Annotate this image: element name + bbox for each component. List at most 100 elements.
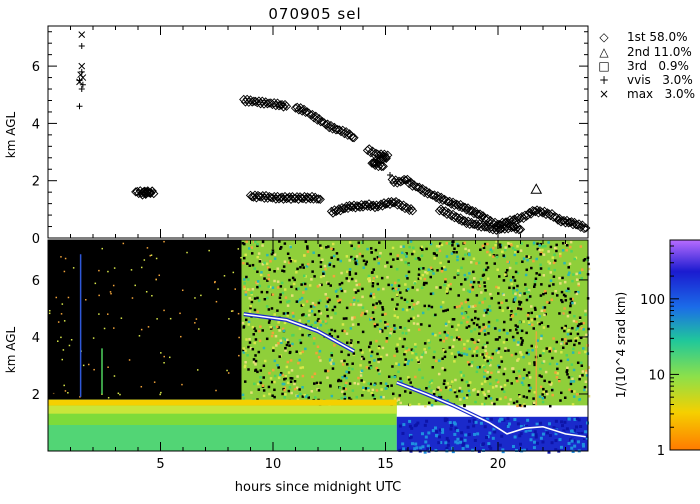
heatmap-noise	[259, 369, 263, 372]
heatmap-noise	[528, 295, 532, 298]
heatmap-noise	[345, 376, 348, 380]
heatmap-noise	[476, 346, 479, 349]
heatmap-noise	[330, 354, 334, 357]
heatmap-noise	[352, 352, 356, 355]
heatmap-noise	[515, 288, 519, 292]
heatmap-noise	[459, 398, 462, 401]
heatmap-noise	[454, 378, 457, 382]
heatmap-noise	[430, 269, 433, 273]
heatmap-noise	[438, 334, 442, 338]
heatmap-noise	[565, 369, 569, 372]
heatmap-noise	[168, 356, 171, 359]
heatmap-noise	[413, 282, 417, 285]
heatmap-noise	[522, 377, 525, 380]
heatmap-cloud-texture	[414, 442, 418, 446]
heatmap-noise	[500, 360, 504, 363]
heatmap-noise	[497, 347, 501, 350]
heatmap-cloud-texture	[486, 435, 490, 439]
heatmap-noise	[194, 297, 196, 299]
scatter-point-diamond	[399, 174, 409, 185]
heatmap-noise	[573, 390, 576, 393]
heatmap-noise	[440, 243, 444, 247]
heatmap-noise	[384, 321, 387, 324]
heatmap-noise	[395, 362, 398, 365]
heatmap-noise	[269, 260, 272, 263]
heatmap-noise	[343, 396, 347, 399]
heatmap-noise	[345, 370, 348, 374]
heatmap-noise	[501, 309, 505, 312]
heatmap-noise	[382, 287, 385, 291]
heatmap-noise	[477, 281, 480, 284]
heatmap-noise	[365, 366, 369, 369]
heatmap-noise	[561, 276, 564, 280]
x-axis-label: hours since midnight UTC	[235, 480, 401, 495]
heatmap-noise	[279, 339, 283, 342]
scatter-point-diamond	[313, 194, 324, 204]
heatmap-cloud-texture	[473, 438, 477, 442]
heatmap-noise	[525, 374, 529, 377]
heatmap-noise	[242, 351, 246, 354]
heatmap-noise	[317, 310, 321, 313]
heatmap-noise	[242, 397, 246, 400]
scatter-point-diamond	[141, 189, 151, 199]
heatmap-noise	[348, 270, 351, 274]
heatmap-noise	[230, 310, 233, 312]
heatmap-noise	[358, 252, 362, 256]
heatmap-noise	[473, 350, 476, 353]
heatmap-cloud-texture	[424, 440, 428, 444]
scatter-point-diamond	[312, 194, 322, 204]
heatmap-noise	[395, 307, 398, 311]
heatmap-noise	[283, 388, 286, 392]
heatmap-noise	[355, 255, 359, 258]
heatmap-noise	[431, 332, 435, 336]
heatmap-noise	[272, 346, 275, 350]
heatmap-noise	[546, 325, 550, 328]
top-marks	[76, 31, 591, 235]
heatmap-noise	[497, 364, 500, 368]
heatmap-noise	[338, 298, 342, 302]
heatmap-noise	[273, 270, 276, 273]
heatmap-noise	[504, 347, 507, 350]
heatmap-noise	[257, 382, 260, 386]
heatmap-noise	[437, 386, 440, 389]
heatmap-cloud-texture	[413, 424, 417, 428]
heatmap-cloud-texture	[498, 443, 502, 447]
heatmap-noise	[198, 328, 200, 330]
heatmap-cloud-texture	[531, 433, 535, 437]
heatmap-noise	[463, 347, 466, 350]
heatmap-noise	[542, 253, 546, 256]
heatmap-cloud-texture	[411, 442, 415, 446]
heatmap-noise	[398, 337, 402, 340]
heatmap-noise	[477, 317, 480, 321]
heatmap-noise	[297, 361, 300, 365]
heatmap-noise	[393, 327, 397, 330]
heatmap-noise	[548, 404, 552, 408]
heatmap-noise	[330, 247, 333, 250]
heatmap-noise	[277, 342, 280, 345]
heatmap-noise	[560, 290, 564, 294]
heatmap-noise	[271, 249, 275, 252]
heatmap-cloud-texture	[579, 425, 583, 429]
heatmap-noise	[371, 280, 375, 284]
scatter-point-diamond	[489, 222, 500, 232]
scatter-point-diamond	[581, 223, 591, 233]
heatmap-noise	[113, 267, 116, 269]
heatmap-noise	[347, 353, 350, 357]
heatmap-noise	[386, 323, 389, 326]
scatter-point-diamond	[278, 102, 289, 112]
heatmap-noise	[548, 284, 551, 288]
heatmap-noise	[580, 268, 584, 271]
heatmap-noise	[249, 347, 253, 350]
heatmap-noise	[290, 285, 293, 289]
heatmap-noise	[472, 270, 475, 274]
heatmap-noise	[359, 374, 363, 377]
heatmap-noise	[196, 369, 199, 371]
heatmap-noise	[113, 375, 116, 377]
heatmap-noise	[323, 264, 327, 268]
heatmap-noise	[539, 354, 542, 357]
heatmap-noise	[533, 280, 537, 283]
heatmap-noise	[380, 388, 383, 391]
heatmap-noise	[584, 313, 587, 316]
heatmap-noise	[534, 277, 538, 281]
heatmap-noise	[140, 328, 143, 331]
